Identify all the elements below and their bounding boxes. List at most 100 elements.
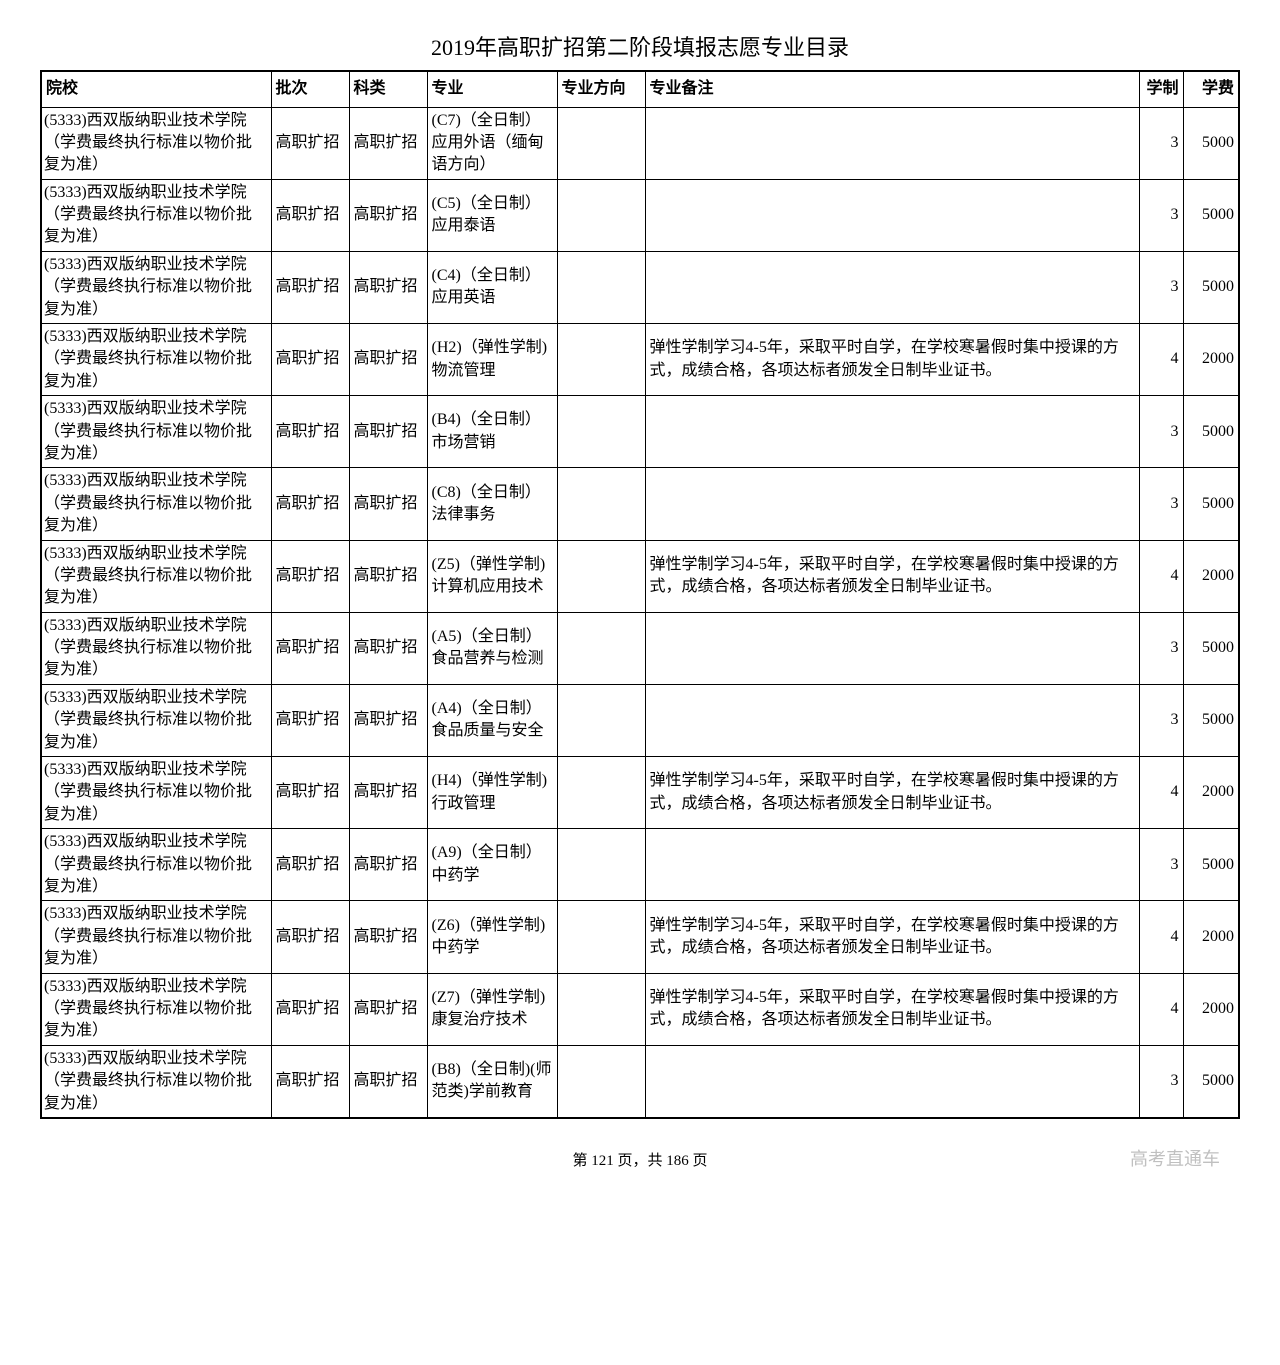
table-row: (5333)西双版纳职业技术学院（学费最终执行标准以物价批复为准）高职扩招高职扩… bbox=[41, 684, 1239, 756]
table-row: (5333)西双版纳职业技术学院（学费最终执行标准以物价批复为准）高职扩招高职扩… bbox=[41, 540, 1239, 612]
cell-school: (5333)西双版纳职业技术学院（学费最终执行标准以物价批复为准） bbox=[41, 396, 271, 468]
cell-batch: 高职扩招 bbox=[271, 684, 349, 756]
table-row: (5333)西双版纳职业技术学院（学费最终执行标准以物价批复为准）高职扩招高职扩… bbox=[41, 324, 1239, 396]
cell-school: (5333)西双版纳职业技术学院（学费最终执行标准以物价批复为准） bbox=[41, 468, 271, 540]
cell-note: 弹性学制学习4-5年，采取平时自学，在学校寒暑假时集中授课的方式，成绩合格，各项… bbox=[645, 324, 1139, 396]
cell-duration: 3 bbox=[1139, 179, 1183, 251]
page-title: 2019年高职扩招第二阶段填报志愿专业目录 bbox=[40, 30, 1240, 62]
cell-duration: 4 bbox=[1139, 757, 1183, 829]
col-header-major: 专业 bbox=[427, 71, 557, 107]
cell-fee: 5000 bbox=[1183, 396, 1239, 468]
cell-major: (B8)（全日制)(师范类)学前教育 bbox=[427, 1045, 557, 1118]
cell-category: 高职扩招 bbox=[349, 973, 427, 1045]
table-row: (5333)西双版纳职业技术学院（学费最终执行标准以物价批复为准）高职扩招高职扩… bbox=[41, 107, 1239, 179]
cell-duration: 3 bbox=[1139, 612, 1183, 684]
cell-batch: 高职扩招 bbox=[271, 396, 349, 468]
cell-note: 弹性学制学习4-5年，采取平时自学，在学校寒暑假时集中授课的方式，成绩合格，各项… bbox=[645, 540, 1139, 612]
cell-school: (5333)西双版纳职业技术学院（学费最终执行标准以物价批复为准） bbox=[41, 251, 271, 323]
table-row: (5333)西双版纳职业技术学院（学费最终执行标准以物价批复为准）高职扩招高职扩… bbox=[41, 1045, 1239, 1118]
cell-fee: 5000 bbox=[1183, 829, 1239, 901]
header-row: 院校 批次 科类 专业 专业方向 专业备注 学制 学费 bbox=[41, 71, 1239, 107]
cell-category: 高职扩招 bbox=[349, 684, 427, 756]
cell-major: (B4)（全日制）市场营销 bbox=[427, 396, 557, 468]
cell-fee: 5000 bbox=[1183, 468, 1239, 540]
cell-fee: 5000 bbox=[1183, 107, 1239, 179]
cell-major: (C5)（全日制）应用泰语 bbox=[427, 179, 557, 251]
cell-category: 高职扩招 bbox=[349, 540, 427, 612]
cell-note bbox=[645, 1045, 1139, 1118]
cell-batch: 高职扩招 bbox=[271, 612, 349, 684]
cell-fee: 2000 bbox=[1183, 540, 1239, 612]
table-row: (5333)西双版纳职业技术学院（学费最终执行标准以物价批复为准）高职扩招高职扩… bbox=[41, 973, 1239, 1045]
cell-duration: 3 bbox=[1139, 396, 1183, 468]
cell-major: (A5)（全日制）食品营养与检测 bbox=[427, 612, 557, 684]
cell-batch: 高职扩招 bbox=[271, 468, 349, 540]
cell-duration: 3 bbox=[1139, 251, 1183, 323]
cell-category: 高职扩招 bbox=[349, 757, 427, 829]
cell-category: 高职扩招 bbox=[349, 468, 427, 540]
table-row: (5333)西双版纳职业技术学院（学费最终执行标准以物价批复为准）高职扩招高职扩… bbox=[41, 829, 1239, 901]
cell-batch: 高职扩招 bbox=[271, 107, 349, 179]
cell-duration: 3 bbox=[1139, 1045, 1183, 1118]
cell-duration: 4 bbox=[1139, 973, 1183, 1045]
cell-school: (5333)西双版纳职业技术学院（学费最终执行标准以物价批复为准） bbox=[41, 829, 271, 901]
cell-major: (Z6)（弹性学制)中药学 bbox=[427, 901, 557, 973]
col-header-note: 专业备注 bbox=[645, 71, 1139, 107]
cell-direction bbox=[557, 829, 645, 901]
cell-school: (5333)西双版纳职业技术学院（学费最终执行标准以物价批复为准） bbox=[41, 973, 271, 1045]
cell-note bbox=[645, 829, 1139, 901]
cell-fee: 5000 bbox=[1183, 179, 1239, 251]
cell-fee: 2000 bbox=[1183, 901, 1239, 973]
cell-school: (5333)西双版纳职业技术学院（学费最终执行标准以物价批复为准） bbox=[41, 540, 271, 612]
cell-note bbox=[645, 251, 1139, 323]
table-row: (5333)西双版纳职业技术学院（学费最终执行标准以物价批复为准）高职扩招高职扩… bbox=[41, 396, 1239, 468]
cell-direction bbox=[557, 107, 645, 179]
footer: 第 121 页，共 186 页 高考直通车 bbox=[40, 1149, 1240, 1170]
cell-fee: 2000 bbox=[1183, 324, 1239, 396]
cell-major: (C4)（全日制）应用英语 bbox=[427, 251, 557, 323]
cell-duration: 3 bbox=[1139, 829, 1183, 901]
cell-fee: 2000 bbox=[1183, 973, 1239, 1045]
cell-direction bbox=[557, 684, 645, 756]
cell-direction bbox=[557, 1045, 645, 1118]
cell-major: (Z7)（弹性学制)康复治疗技术 bbox=[427, 973, 557, 1045]
cell-school: (5333)西双版纳职业技术学院（学费最终执行标准以物价批复为准） bbox=[41, 1045, 271, 1118]
cell-fee: 2000 bbox=[1183, 757, 1239, 829]
cell-duration: 4 bbox=[1139, 540, 1183, 612]
cell-note bbox=[645, 468, 1139, 540]
cell-note: 弹性学制学习4-5年，采取平时自学，在学校寒暑假时集中授课的方式，成绩合格，各项… bbox=[645, 901, 1139, 973]
table-row: (5333)西双版纳职业技术学院（学费最终执行标准以物价批复为准）高职扩招高职扩… bbox=[41, 468, 1239, 540]
cell-category: 高职扩招 bbox=[349, 179, 427, 251]
cell-school: (5333)西双版纳职业技术学院（学费最终执行标准以物价批复为准） bbox=[41, 179, 271, 251]
cell-fee: 5000 bbox=[1183, 1045, 1239, 1118]
cell-category: 高职扩招 bbox=[349, 324, 427, 396]
catalog-table: 院校 批次 科类 专业 专业方向 专业备注 学制 学费 (5333)西双版纳职业… bbox=[40, 70, 1240, 1119]
cell-major: (C7)（全日制）应用外语（缅甸语方向） bbox=[427, 107, 557, 179]
cell-fee: 5000 bbox=[1183, 684, 1239, 756]
cell-batch: 高职扩招 bbox=[271, 973, 349, 1045]
col-header-school: 院校 bbox=[41, 71, 271, 107]
cell-school: (5333)西双版纳职业技术学院（学费最终执行标准以物价批复为准） bbox=[41, 324, 271, 396]
page-number: 第 121 页，共 186 页 bbox=[40, 1149, 1240, 1170]
cell-batch: 高职扩招 bbox=[271, 901, 349, 973]
cell-batch: 高职扩招 bbox=[271, 757, 349, 829]
cell-fee: 5000 bbox=[1183, 612, 1239, 684]
cell-school: (5333)西双版纳职业技术学院（学费最终执行标准以物价批复为准） bbox=[41, 684, 271, 756]
cell-batch: 高职扩招 bbox=[271, 179, 349, 251]
cell-direction bbox=[557, 324, 645, 396]
cell-category: 高职扩招 bbox=[349, 396, 427, 468]
cell-duration: 4 bbox=[1139, 324, 1183, 396]
cell-direction bbox=[557, 973, 645, 1045]
cell-batch: 高职扩招 bbox=[271, 1045, 349, 1118]
cell-major: (C8)（全日制）法律事务 bbox=[427, 468, 557, 540]
cell-category: 高职扩招 bbox=[349, 107, 427, 179]
cell-direction bbox=[557, 612, 645, 684]
cell-school: (5333)西双版纳职业技术学院（学费最终执行标准以物价批复为准） bbox=[41, 901, 271, 973]
table-row: (5333)西双版纳职业技术学院（学费最终执行标准以物价批复为准）高职扩招高职扩… bbox=[41, 757, 1239, 829]
cell-batch: 高职扩招 bbox=[271, 829, 349, 901]
cell-category: 高职扩招 bbox=[349, 901, 427, 973]
cell-category: 高职扩招 bbox=[349, 612, 427, 684]
col-header-batch: 批次 bbox=[271, 71, 349, 107]
cell-direction bbox=[557, 396, 645, 468]
cell-duration: 3 bbox=[1139, 107, 1183, 179]
